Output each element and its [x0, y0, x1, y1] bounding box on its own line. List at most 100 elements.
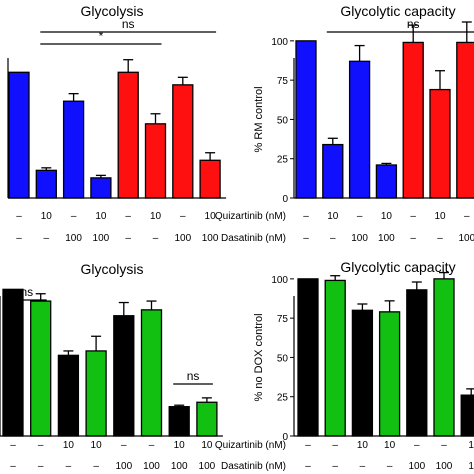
bar [62, 100, 85, 199]
x-tick-label: – [16, 233, 22, 244]
panel-glycolytic-capacity-top: Glycolytic capacity 0 25 50 75 100 % RM contro… [215, 3, 474, 244]
x-tick-label: 1 [468, 461, 474, 472]
bar [295, 40, 317, 199]
y-axis-label: % RM control [253, 86, 265, 152]
x-tick-label: 10 [205, 211, 217, 222]
row-label: Quizartinib (nM) [215, 440, 286, 451]
bar [297, 278, 319, 437]
x-tick-label: – [360, 461, 366, 472]
y-tick-label: 100 [271, 37, 288, 48]
bar [378, 311, 401, 437]
bar [90, 177, 112, 199]
bar [30, 300, 52, 437]
y-tick-label: 75 [277, 76, 289, 87]
x-tick-label: 10 [381, 211, 393, 222]
x-tick-label: 100 [143, 461, 160, 472]
x-tick-label: – [10, 461, 16, 472]
panel-glycolytic-capacity-bottom: Glycolytic capacity 0 25 50 75 100 % no DOX co… [215, 259, 474, 472]
x-tick-label: 100 [171, 461, 188, 472]
x-tick-label: – [330, 233, 336, 244]
bar [456, 41, 474, 199]
y-tick-label: 25 [277, 393, 289, 404]
x-tick-label: 100 [436, 461, 453, 472]
significance-label: ns [21, 285, 34, 299]
x-tick-label: 10 [384, 440, 396, 451]
x-tick-label: – [464, 211, 470, 222]
x-tick-label: 10 [357, 440, 369, 451]
x-tick-label: – [332, 461, 338, 472]
bar [172, 84, 194, 199]
bar [429, 88, 451, 199]
x-tick-label: – [38, 461, 44, 472]
x-tick-label: – [414, 440, 420, 451]
row-label: Quizartinib (nM) [215, 211, 286, 222]
x-tick-label: – [93, 461, 99, 472]
x-tick-label: 10 [150, 211, 162, 222]
x-tick-label: – [180, 211, 186, 222]
bar [117, 71, 139, 199]
x-tick-label: – [410, 233, 416, 244]
x-tick-label: – [44, 233, 50, 244]
x-tick-label: – [10, 440, 16, 451]
bar [402, 41, 424, 199]
x-tick-label: – [125, 233, 131, 244]
x-tick-label: 10 [201, 440, 213, 451]
y-tick-label: 25 [277, 155, 289, 166]
y-tick-label: 100 [271, 275, 288, 286]
x-tick-label: 10 [95, 211, 107, 222]
bar [144, 123, 167, 199]
significance-label: ns [187, 369, 200, 383]
x-tick-label: – [66, 461, 72, 472]
bar [433, 278, 455, 437]
x-tick-label: – [305, 461, 311, 472]
x-tick-label: 1 [468, 440, 474, 451]
x-tick-label: – [125, 211, 131, 222]
x-tick-label: 100 [115, 461, 132, 472]
x-tick-label: – [149, 440, 155, 451]
x-tick-label: 10 [434, 211, 446, 222]
x-tick-label: – [153, 233, 159, 244]
chart-title: Glycolysis [80, 261, 143, 277]
y-axis-label: % no DOX control [253, 313, 265, 401]
chart-title: Glycolytic capacity [340, 3, 455, 19]
bar [113, 315, 135, 437]
x-tick-label: – [441, 440, 447, 451]
y-tick-label: 0 [282, 432, 288, 443]
bar [168, 406, 190, 437]
bar [140, 309, 163, 437]
bar [199, 159, 221, 199]
bar [351, 309, 374, 437]
x-tick-label: 100 [65, 233, 82, 244]
panel-glycolysis-top: Glycolysisns*)–10–10–10–10)––100100––100… [7, 3, 227, 244]
row-label: Dasatinib (nM) [221, 461, 286, 472]
significance-label: ns [407, 17, 420, 31]
y-tick-label: 50 [277, 115, 289, 126]
row-label: Dasatinib (nM) [221, 233, 286, 244]
x-tick-label: 10 [91, 440, 103, 451]
bar [375, 164, 398, 199]
x-tick-label: – [387, 461, 393, 472]
significance-label: ns [122, 17, 135, 31]
x-tick-label: – [357, 211, 363, 222]
x-tick-label: – [303, 211, 309, 222]
chart-title: Glycolysis [80, 3, 143, 19]
x-tick-label: – [332, 440, 338, 451]
x-tick-label: 100 [174, 233, 191, 244]
bar [406, 289, 428, 437]
y-tick-label: 50 [277, 353, 289, 364]
x-tick-label: 100 [93, 233, 110, 244]
x-tick-label: – [71, 211, 77, 222]
bar [348, 60, 371, 199]
bar [8, 71, 30, 199]
x-tick-label: 10 [174, 440, 186, 451]
x-tick-label: 10 [41, 211, 53, 222]
panel-glycolysis-bottom: Glycolysisnsns)––1010––1010)––––10010010… [0, 261, 223, 472]
bar [324, 279, 346, 437]
bar [460, 394, 474, 437]
bar [85, 350, 107, 437]
bar [322, 143, 344, 199]
x-tick-label: 100 [351, 233, 368, 244]
bar [2, 288, 24, 437]
x-tick-label: 100 [408, 461, 425, 472]
